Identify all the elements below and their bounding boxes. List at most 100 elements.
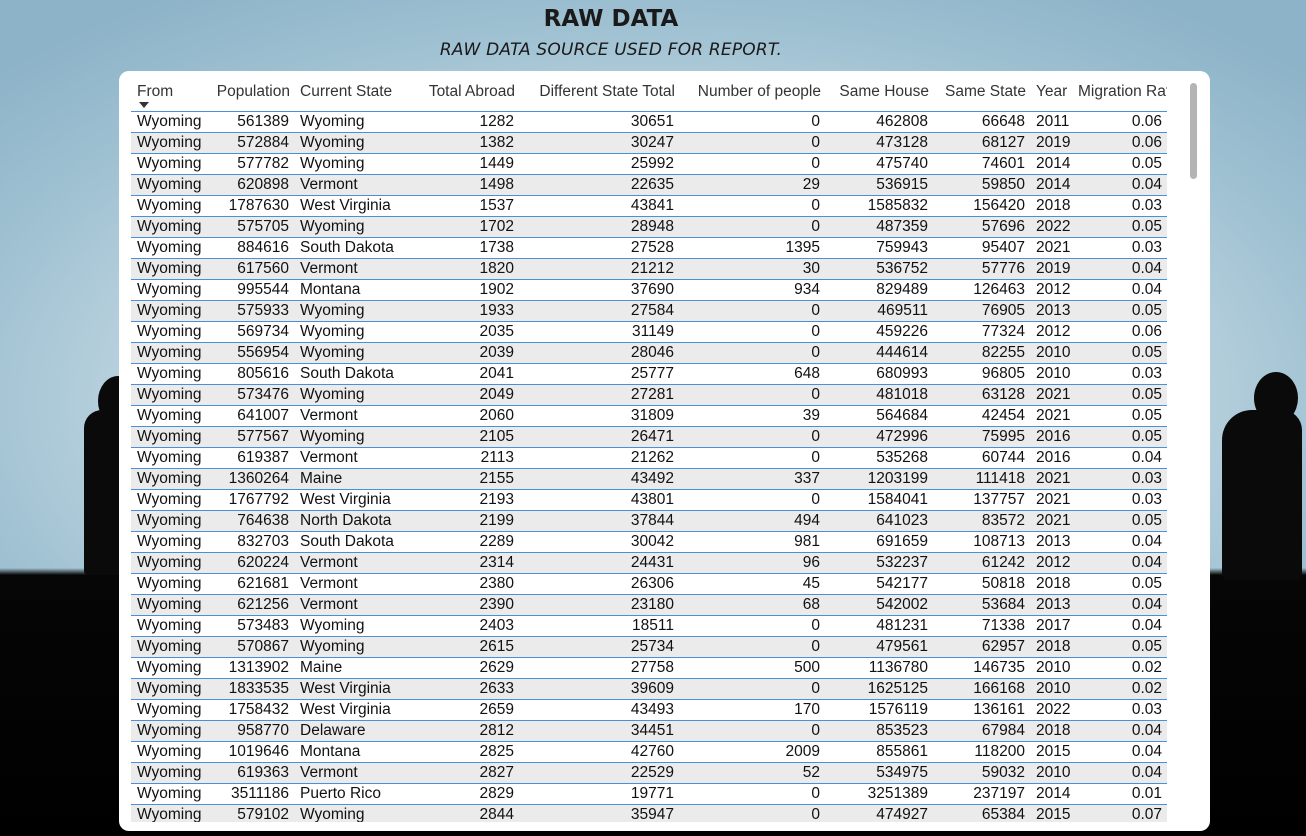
table-cell-population: 577782 xyxy=(201,153,294,175)
column-header-total-abroad[interactable]: Total Abroad xyxy=(411,80,519,112)
table-cell-current-state: Wyoming xyxy=(294,216,411,238)
table-cell-year: 2010 xyxy=(1030,657,1072,679)
table-cell-migration-rate: 0.06 xyxy=(1072,111,1167,133)
sort-descending-icon[interactable] xyxy=(139,102,149,108)
column-header-label: Number of people xyxy=(697,83,821,100)
table-row[interactable]: Wyoming 619363 Vermont 2827 22529 52 534975 590… xyxy=(131,762,1167,784)
column-header-migration-rate[interactable]: Migration Rate xyxy=(1072,80,1167,112)
table-cell-population: 619387 xyxy=(201,447,294,469)
table-cell-from: Wyoming xyxy=(131,426,201,448)
table-cell-from: Wyoming xyxy=(131,405,201,427)
column-header-number-of-people[interactable]: Number of people xyxy=(679,80,825,112)
table-row[interactable]: Wyoming 641007 Vermont 2060 31809 39 564684 424… xyxy=(131,405,1167,427)
column-header-from[interactable]: From xyxy=(131,80,201,112)
table-row[interactable]: Wyoming 556954 Wyoming 2039 28046 0 444614 8225… xyxy=(131,342,1167,364)
table-cell-same-house: 853523 xyxy=(825,720,933,742)
table-row[interactable]: Wyoming 619387 Vermont 2113 21262 0 535268 6074… xyxy=(131,447,1167,469)
table-row[interactable]: Wyoming 620898 Vermont 1498 22635 29 536915 598… xyxy=(131,174,1167,196)
table-cell-same-state: 66648 xyxy=(933,111,1030,133)
table-row[interactable]: Wyoming 958770 Delaware 2812 34451 0 853523 679… xyxy=(131,720,1167,742)
table-cell-total-abroad: 2041 xyxy=(411,363,519,385)
table-row[interactable]: Wyoming 569734 Wyoming 2035 31149 0 459226 7732… xyxy=(131,321,1167,343)
table-cell-number-of-people: 68 xyxy=(679,594,825,616)
table-cell-migration-rate: 0.04 xyxy=(1072,174,1167,196)
table-cell-current-state: Wyoming xyxy=(294,111,411,133)
table-row[interactable]: Wyoming 561389 Wyoming 1282 30651 0 462808 6664… xyxy=(131,111,1167,133)
background-silhouette-right-body xyxy=(1222,410,1302,580)
table-cell-same-house: 1585832 xyxy=(825,195,933,217)
table-cell-year: 2016 xyxy=(1030,447,1072,469)
column-header-different-state-total[interactable]: Different State Total xyxy=(519,80,679,112)
table-row[interactable]: Wyoming 884616 South Dakota 1738 27528 1395 75… xyxy=(131,237,1167,259)
table-row[interactable]: Wyoming 577567 Wyoming 2105 26471 0 472996 7599… xyxy=(131,426,1167,448)
raw-data-table: From Population Current State Total Abroad D… xyxy=(131,80,1167,822)
table-cell-migration-rate: 0.04 xyxy=(1072,447,1167,469)
table-row[interactable]: Wyoming 575705 Wyoming 1702 28948 0 487359 5769… xyxy=(131,216,1167,238)
table-row[interactable]: Wyoming 577782 Wyoming 1449 25992 0 475740 7460… xyxy=(131,153,1167,175)
table-cell-same-house: 479561 xyxy=(825,636,933,658)
table-row[interactable]: Wyoming 1787630 West Virginia 1537 43841 0 158… xyxy=(131,195,1167,217)
table-row[interactable]: Wyoming 617560 Vermont 1820 21212 30 536752 577… xyxy=(131,258,1167,280)
table-cell-from: Wyoming xyxy=(131,657,201,679)
table-row[interactable]: Wyoming 621681 Vermont 2380 26306 45 542177 508… xyxy=(131,573,1167,595)
column-header-population[interactable]: Population xyxy=(201,80,294,112)
table-cell-population: 621256 xyxy=(201,594,294,616)
table-cell-migration-rate: 0.03 xyxy=(1072,489,1167,511)
table-row[interactable]: Wyoming 1019646 Montana 2825 42760 2009 855861… xyxy=(131,741,1167,763)
table-cell-same-house: 1576119 xyxy=(825,699,933,721)
table-cell-year: 2013 xyxy=(1030,594,1072,616)
table-cell-current-state: Vermont xyxy=(294,594,411,616)
table-cell-total-abroad: 2844 xyxy=(411,804,519,822)
table-cell-population: 579102 xyxy=(201,804,294,822)
table-cell-different-state-total: 43492 xyxy=(519,468,679,490)
table-row[interactable]: Wyoming 573483 Wyoming 2403 18511 0 481231 7133… xyxy=(131,615,1167,637)
column-header-current-state[interactable]: Current State xyxy=(294,80,411,112)
table-cell-same-house: 691659 xyxy=(825,531,933,553)
column-header-year[interactable]: Year xyxy=(1030,80,1072,112)
column-header-same-house[interactable]: Same House xyxy=(825,80,933,112)
table-cell-year: 2021 xyxy=(1030,237,1072,259)
table-cell-number-of-people: 0 xyxy=(679,678,825,700)
table-row[interactable]: Wyoming 1833535 West Virginia 2633 39609 0 162… xyxy=(131,678,1167,700)
table-cell-year: 2019 xyxy=(1030,258,1072,280)
table-row[interactable]: Wyoming 1313902 Maine 2629 27758 500 1136780 14… xyxy=(131,657,1167,679)
table-cell-same-state: 63128 xyxy=(933,384,1030,406)
table-row[interactable]: Wyoming 579102 Wyoming 2844 35947 0 474927 6538… xyxy=(131,804,1167,822)
table-cell-from: Wyoming xyxy=(131,489,201,511)
table-viewport: From Population Current State Total Abroad D… xyxy=(131,80,1167,822)
table-cell-different-state-total: 26471 xyxy=(519,426,679,448)
table-cell-same-house: 535268 xyxy=(825,447,933,469)
table-cell-different-state-total: 37844 xyxy=(519,510,679,532)
table-row[interactable]: Wyoming 575933 Wyoming 1933 27584 0 469511 7690… xyxy=(131,300,1167,322)
vertical-scrollbar[interactable] xyxy=(1190,81,1199,823)
table-row[interactable]: Wyoming 570867 Wyoming 2615 25734 0 479561 6295… xyxy=(131,636,1167,658)
column-header-label: Different State Total xyxy=(539,83,675,100)
table-cell-from: Wyoming xyxy=(131,468,201,490)
table-cell-current-state: Montana xyxy=(294,741,411,763)
table-cell-total-abroad: 2155 xyxy=(411,468,519,490)
column-header-label: Year xyxy=(1036,83,1068,100)
table-row[interactable]: Wyoming 1360264 Maine 2155 43492 337 1203199 11… xyxy=(131,468,1167,490)
table-cell-current-state: Vermont xyxy=(294,762,411,784)
table-cell-number-of-people: 0 xyxy=(679,489,825,511)
table-row[interactable]: Wyoming 1758432 West Virginia 2659 43493 170 1… xyxy=(131,699,1167,721)
table-row[interactable]: Wyoming 832703 South Dakota 2289 30042 981 691… xyxy=(131,531,1167,553)
table-cell-number-of-people: 500 xyxy=(679,657,825,679)
table-row[interactable]: Wyoming 995544 Montana 1902 37690 934 829489 12… xyxy=(131,279,1167,301)
table-row[interactable]: Wyoming 764638 North Dakota 2199 37844 494 641… xyxy=(131,510,1167,532)
scrollbar-thumb[interactable] xyxy=(1190,83,1197,179)
table-row[interactable]: Wyoming 805616 South Dakota 2041 25777 648 680… xyxy=(131,363,1167,385)
table-cell-number-of-people: 934 xyxy=(679,279,825,301)
table-row[interactable]: Wyoming 1767792 West Virginia 2193 43801 0 158… xyxy=(131,489,1167,511)
table-row[interactable]: Wyoming 621256 Vermont 2390 23180 68 542002 536… xyxy=(131,594,1167,616)
table-cell-total-abroad: 1933 xyxy=(411,300,519,322)
table-cell-different-state-total: 39609 xyxy=(519,678,679,700)
table-row[interactable]: Wyoming 620224 Vermont 2314 24431 96 532237 612… xyxy=(131,552,1167,574)
table-row[interactable]: Wyoming 573476 Wyoming 2049 27281 0 481018 6312… xyxy=(131,384,1167,406)
table-row[interactable]: Wyoming 572884 Wyoming 1382 30247 0 473128 6812… xyxy=(131,132,1167,154)
column-header-same-state[interactable]: Same State xyxy=(933,80,1030,112)
table-row[interactable]: Wyoming 3511186 Puerto Rico 2829 19771 0 32513… xyxy=(131,783,1167,805)
table-cell-year: 2010 xyxy=(1030,762,1072,784)
table-header-row: From Population Current State Total Abroad D… xyxy=(131,80,1167,112)
table-cell-number-of-people: 0 xyxy=(679,321,825,343)
